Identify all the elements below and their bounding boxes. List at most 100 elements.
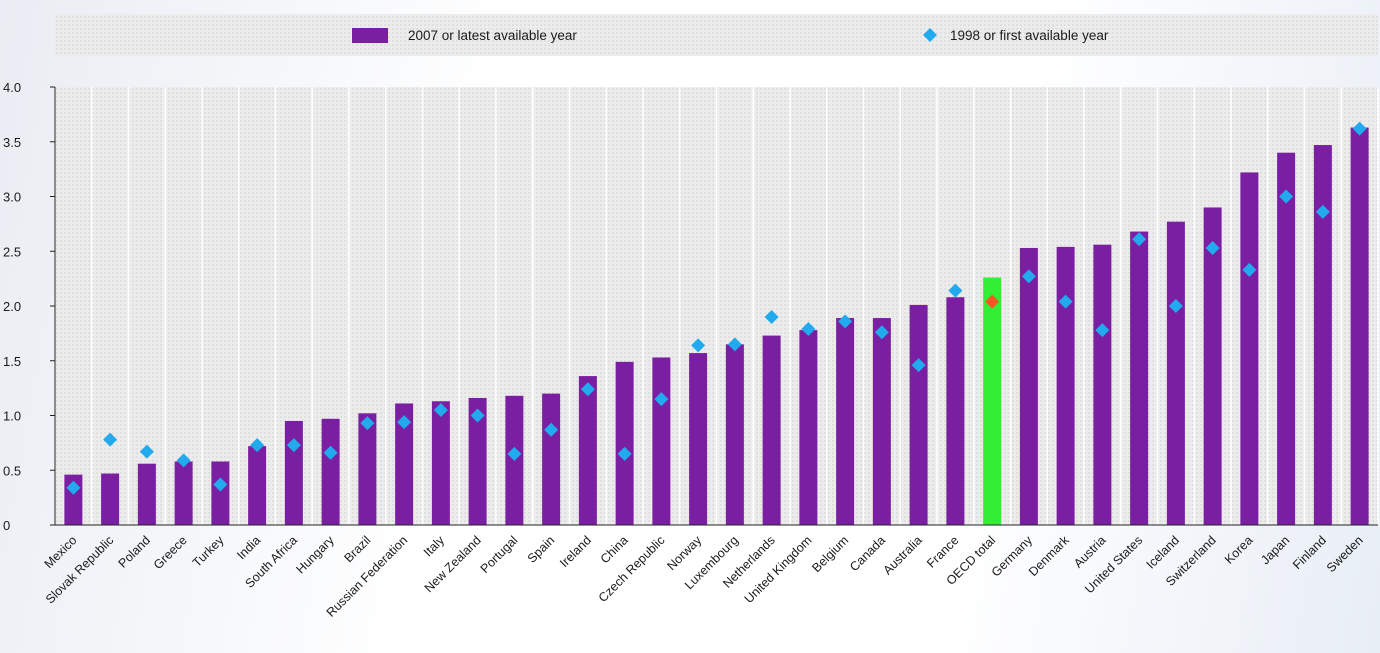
x-tick-label: Hungary [293, 533, 337, 577]
bar-australia [909, 304, 928, 525]
bar-china [615, 361, 634, 525]
x-tick-label: Brazil [341, 533, 373, 565]
bar-czech-republic [652, 357, 671, 525]
marker-netherlands [764, 309, 779, 324]
marker-portugal [507, 446, 522, 461]
y-tick-label: 3.5 [3, 135, 21, 150]
marker-oecd-total [985, 294, 1000, 309]
marker-new-zealand [470, 408, 485, 423]
marker-greece [176, 453, 191, 468]
x-tick-label: Denmark [1026, 533, 1072, 579]
diamond-series [66, 121, 1367, 495]
bar-ireland [578, 376, 597, 525]
bar-italy [431, 401, 450, 525]
bar-norway [689, 353, 708, 525]
marker-brazil [360, 416, 375, 431]
marker-south-africa [286, 438, 301, 453]
bar-brazil [358, 413, 377, 525]
bar-switzerland [1203, 207, 1222, 525]
marker-india [250, 438, 265, 453]
bar-series [64, 127, 1369, 526]
x-tick-label: Italy [421, 533, 448, 560]
bar-france [946, 297, 965, 525]
bar-germany [1019, 247, 1038, 525]
legend-label-diamonds: 1998 or first available year [950, 28, 1109, 43]
marker-ireland [580, 382, 595, 397]
marker-denmark [1058, 294, 1073, 309]
bar-belgium [836, 318, 855, 525]
bar-united-states [1130, 231, 1149, 526]
bar-canada [872, 318, 891, 525]
x-tick-label: Ireland [557, 533, 594, 570]
bar-south-africa [284, 420, 303, 525]
marker-turkey [213, 477, 228, 492]
legend: 2007 or latest available year 1998 or fir… [55, 14, 1378, 56]
marker-korea [1242, 262, 1257, 277]
x-tick-label: Turkey [190, 533, 227, 570]
marker-slovak-republic [103, 432, 118, 447]
marker-china [617, 446, 632, 461]
bar-poland [137, 463, 156, 525]
legend-label-bars: 2007 or latest available year [408, 28, 577, 43]
x-tick-label: Portugal [478, 533, 521, 576]
marker-switzerland [1205, 240, 1220, 255]
bar-turkey [211, 461, 230, 525]
marker-italy [433, 403, 448, 418]
marker-australia [911, 358, 926, 373]
marker-norway [691, 338, 706, 353]
bar-finland [1313, 145, 1332, 525]
x-tick-label: Greece [151, 533, 190, 572]
bar-oecd-total [983, 277, 1002, 525]
x-tick-label: Belgium [809, 533, 851, 575]
marker-france [948, 283, 963, 298]
y-tick-label: 1.0 [3, 409, 21, 424]
x-tick-label: Spain [525, 533, 558, 566]
legend-box [55, 14, 1378, 56]
bar-japan [1277, 152, 1296, 525]
bar-netherlands [762, 335, 781, 525]
y-tick-label: 0 [3, 518, 10, 533]
y-tick-label: 1.5 [3, 354, 21, 369]
x-tick-label: Australia [880, 533, 924, 577]
bar-india [248, 446, 267, 525]
marker-czech-republic [654, 392, 669, 407]
bar-luxembourg [725, 344, 744, 525]
marker-austria [1095, 323, 1110, 338]
marker-iceland [1168, 299, 1183, 313]
bar-new-zealand [468, 397, 487, 525]
bar-hungary [321, 418, 340, 525]
marker-canada [874, 325, 889, 340]
x-tick-label: India [234, 533, 263, 562]
x-tick-label: United Kingdom [742, 533, 815, 606]
bar-sweden [1350, 127, 1369, 525]
bar-greece [174, 461, 193, 525]
legend-bar-swatch [352, 28, 388, 43]
marker-russian-federation [397, 415, 412, 430]
marker-japan [1279, 189, 1294, 204]
x-tick-label: Czech Republic [596, 533, 668, 605]
bar-russian-federation [395, 403, 414, 525]
y-axis: 0 0.5 1.0 1.5 2.0 2.5 3.0 3.5 4.0 [3, 80, 56, 533]
plot-background [54, 87, 1379, 525]
x-tick-label: Japan [1258, 533, 1292, 567]
y-tick-label: 2.0 [3, 299, 21, 314]
y-tick-label: 0.5 [3, 463, 21, 478]
marker-spain [544, 422, 559, 437]
x-tick-label: Finland [1290, 533, 1329, 572]
x-tick-label: Sweden [1324, 533, 1366, 575]
marker-united-states [1132, 232, 1147, 247]
bar-spain [542, 393, 561, 525]
bar-denmark [1056, 246, 1075, 525]
marker-mexico [66, 480, 81, 495]
x-tick-label: Poland [116, 533, 153, 570]
y-tick-label: 3.0 [3, 190, 21, 205]
x-tick-label: China [598, 533, 631, 566]
bar-iceland [1166, 221, 1185, 525]
marker-sweden [1352, 121, 1367, 136]
bar-korea [1240, 172, 1259, 525]
x-tick-label: Slovak Republic [43, 533, 116, 606]
bar-united-kingdom [799, 330, 818, 525]
